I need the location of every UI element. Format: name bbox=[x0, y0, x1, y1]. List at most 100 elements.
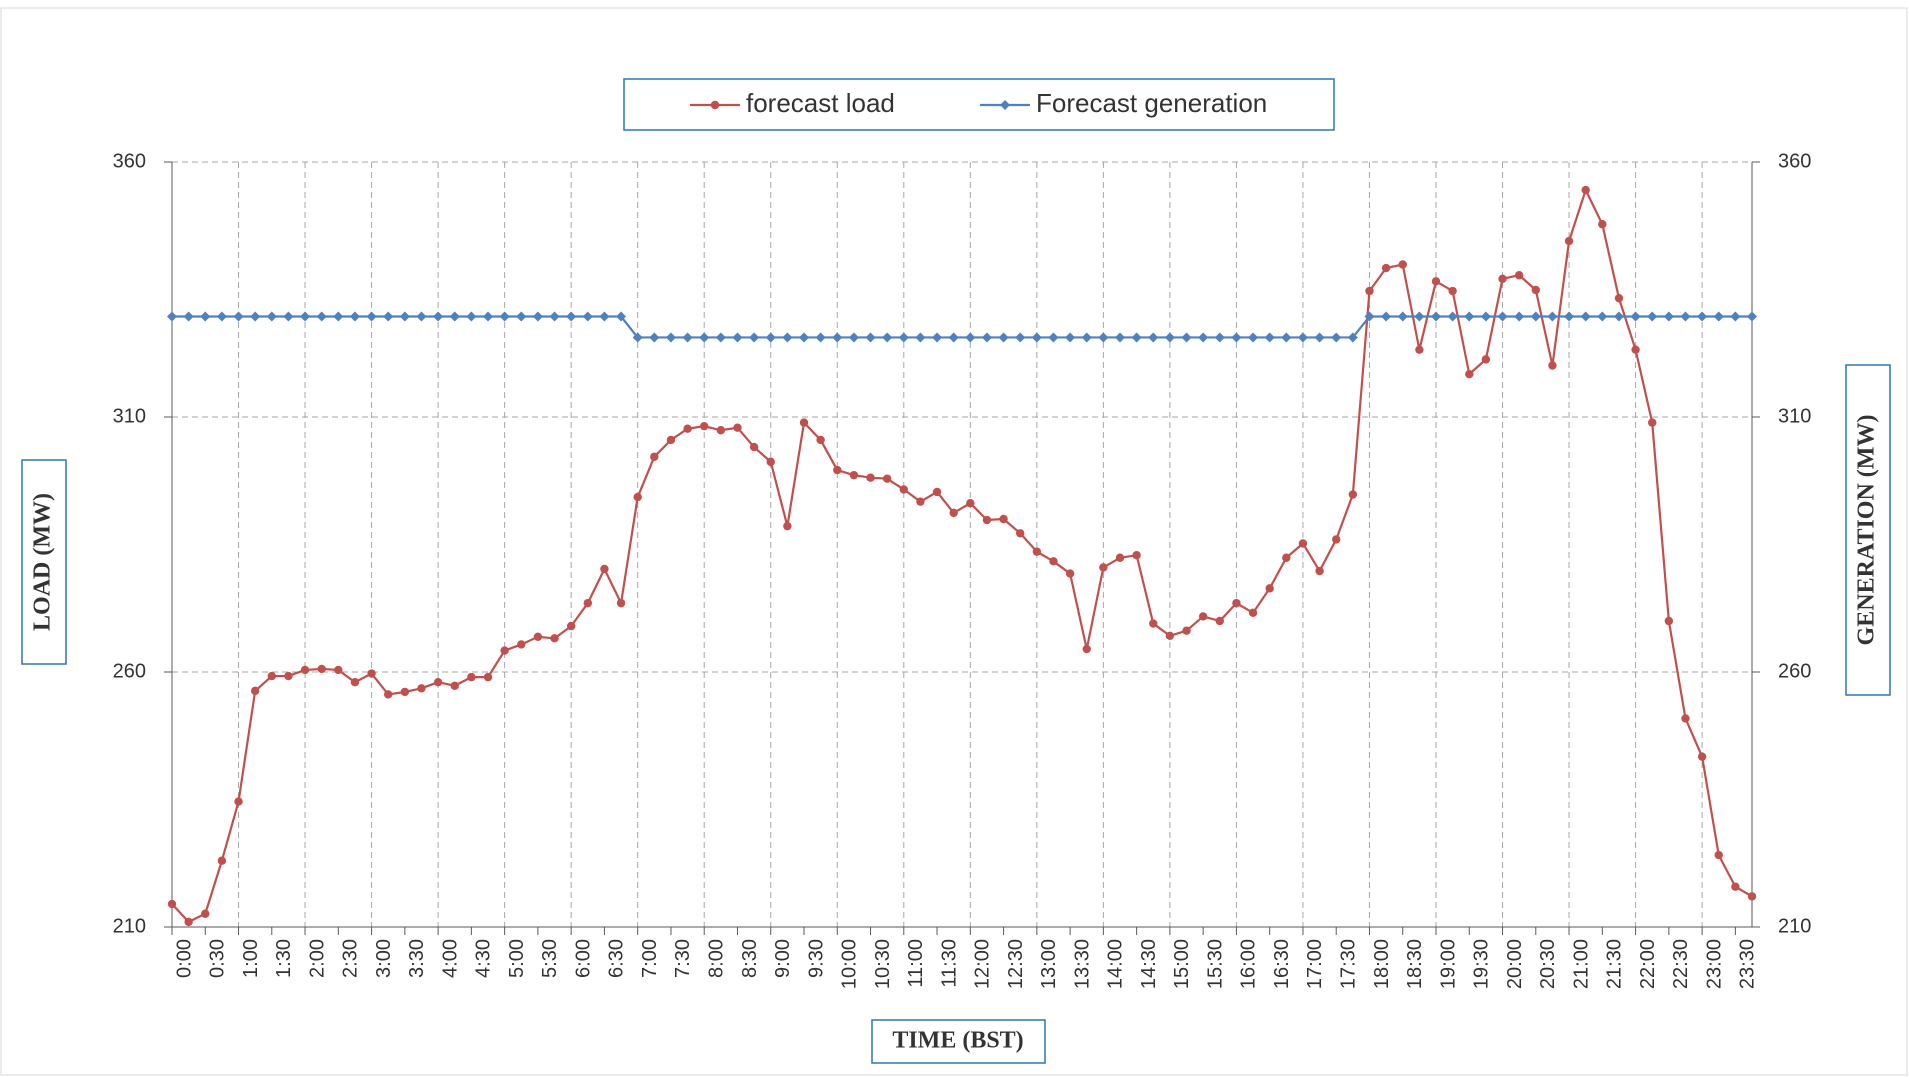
x-tick-label: 4:30 bbox=[473, 939, 495, 978]
x-tick-label: 17:30 bbox=[1337, 939, 1359, 989]
x-tick-label: 14:30 bbox=[1138, 939, 1160, 989]
point bbox=[849, 470, 859, 480]
point bbox=[700, 421, 709, 431]
point bbox=[749, 442, 759, 452]
point bbox=[349, 311, 360, 322]
point bbox=[633, 492, 642, 502]
point bbox=[1065, 332, 1076, 343]
x-tick-label: 2:30 bbox=[340, 939, 362, 978]
point bbox=[1598, 220, 1607, 229]
y2-tick-label: 310 bbox=[1778, 405, 1811, 427]
point bbox=[799, 418, 809, 427]
point bbox=[749, 332, 760, 343]
point bbox=[882, 474, 892, 483]
point bbox=[1730, 311, 1741, 322]
point bbox=[300, 311, 311, 322]
point bbox=[1081, 332, 1092, 343]
point bbox=[732, 332, 743, 343]
point bbox=[1747, 311, 1757, 322]
point bbox=[932, 487, 942, 497]
point bbox=[517, 640, 526, 649]
x-tick-label: 22:30 bbox=[1670, 939, 1692, 989]
point bbox=[699, 332, 710, 343]
point bbox=[233, 311, 244, 322]
x-tick-label: 13:00 bbox=[1038, 939, 1060, 989]
point bbox=[533, 632, 543, 642]
point bbox=[283, 311, 294, 322]
point bbox=[932, 332, 943, 343]
y-axis-title: LOAD (MW) bbox=[30, 493, 56, 631]
point bbox=[466, 311, 477, 322]
point bbox=[549, 311, 560, 322]
x-tick-label: 15:30 bbox=[1204, 939, 1226, 989]
y-tick-label: 310 bbox=[113, 405, 146, 427]
point bbox=[981, 332, 992, 343]
point bbox=[1000, 100, 1010, 110]
x-tick-label: 6:00 bbox=[572, 939, 594, 978]
point bbox=[333, 311, 344, 322]
point bbox=[898, 332, 909, 343]
point bbox=[217, 856, 227, 865]
point bbox=[766, 457, 775, 467]
point bbox=[1215, 616, 1224, 626]
point bbox=[1498, 274, 1507, 283]
point bbox=[183, 311, 194, 322]
point bbox=[1115, 332, 1125, 343]
point bbox=[250, 311, 261, 322]
point bbox=[583, 598, 592, 608]
x-tick-label: 17:00 bbox=[1304, 939, 1326, 989]
point bbox=[266, 311, 277, 322]
x-tick-label: 2:00 bbox=[306, 939, 328, 978]
point bbox=[200, 311, 211, 322]
point bbox=[866, 473, 875, 482]
point bbox=[999, 514, 1008, 524]
y2-title-box bbox=[1845, 364, 1891, 696]
x-tick-label: 11:30 bbox=[938, 939, 960, 988]
point bbox=[1132, 551, 1141, 560]
y2-tick-label: 360 bbox=[1778, 150, 1811, 172]
point bbox=[483, 672, 493, 682]
point bbox=[1747, 892, 1757, 901]
point bbox=[765, 332, 776, 343]
point bbox=[665, 332, 676, 343]
x-tick-label: 8:30 bbox=[739, 939, 761, 978]
x-tick-label: 21:30 bbox=[1604, 939, 1626, 989]
point bbox=[1282, 553, 1291, 562]
point bbox=[1165, 631, 1175, 640]
point bbox=[317, 664, 326, 674]
point bbox=[982, 515, 992, 525]
point bbox=[1198, 612, 1208, 621]
legend-label: Forecast generation bbox=[1036, 88, 1267, 118]
point bbox=[1663, 311, 1674, 322]
point bbox=[400, 687, 410, 697]
point bbox=[1480, 311, 1491, 322]
point bbox=[284, 671, 293, 681]
point bbox=[1032, 547, 1042, 556]
point bbox=[1314, 332, 1325, 343]
point bbox=[1015, 332, 1026, 343]
point bbox=[334, 665, 343, 675]
x-tick-label: 5:30 bbox=[539, 939, 561, 978]
point bbox=[833, 465, 842, 475]
point bbox=[250, 686, 260, 696]
point bbox=[716, 426, 726, 435]
point bbox=[1265, 584, 1274, 593]
point bbox=[234, 797, 243, 806]
x-tick-label: 3:00 bbox=[373, 939, 395, 978]
point bbox=[483, 311, 493, 322]
x-tick-label: 22:00 bbox=[1637, 939, 1659, 989]
point bbox=[1381, 263, 1391, 273]
point bbox=[733, 423, 742, 432]
point bbox=[599, 311, 610, 322]
point bbox=[1315, 566, 1324, 576]
point bbox=[1415, 345, 1424, 354]
point bbox=[1697, 311, 1708, 322]
x-tick-label: 5:00 bbox=[506, 939, 528, 978]
point bbox=[417, 684, 426, 693]
x-tick-label: 12:30 bbox=[1005, 939, 1027, 989]
point bbox=[433, 678, 443, 687]
x-tick-label: 14:00 bbox=[1105, 939, 1127, 989]
point bbox=[616, 598, 626, 608]
point bbox=[449, 311, 460, 322]
